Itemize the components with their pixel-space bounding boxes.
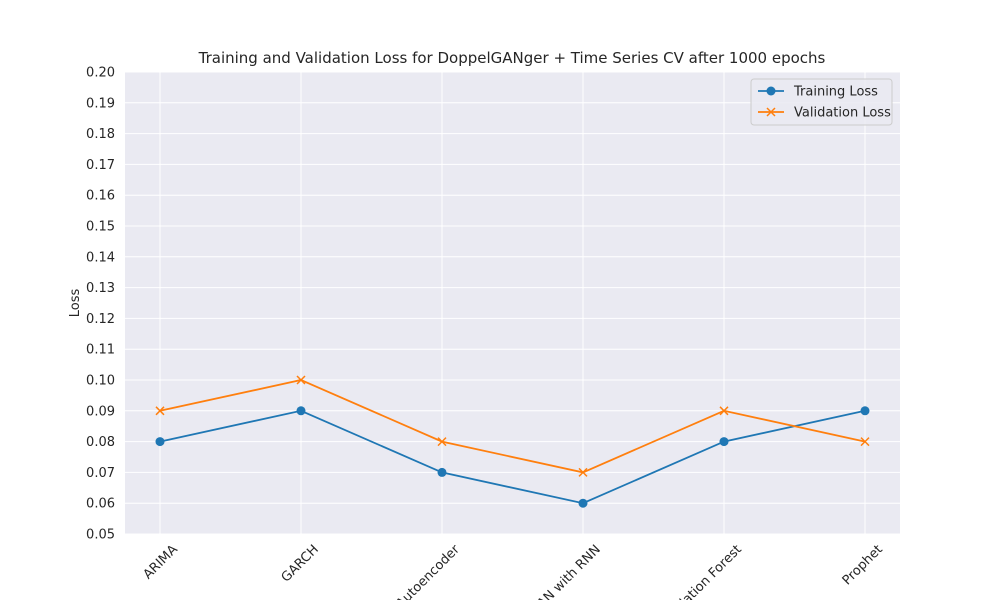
x-tick-label: Prophet <box>840 542 886 588</box>
y-tick-label: 0.10 <box>86 374 115 389</box>
y-tick-label: 0.13 <box>86 281 115 296</box>
y-tick-label: 0.15 <box>86 220 115 235</box>
y-tick-label: 0.17 <box>86 158 115 173</box>
y-tick-label: 0.12 <box>86 312 115 327</box>
series-validation-loss <box>155 375 870 477</box>
data-point <box>719 406 729 416</box>
legend-label: Validation Loss <box>794 106 891 121</box>
x-tick-label: GAN with RNN <box>527 542 603 600</box>
data-point <box>155 437 165 447</box>
series-training-loss <box>155 406 870 508</box>
legend-marker <box>766 107 776 117</box>
y-tick-label: 0.09 <box>86 404 115 419</box>
legend-marker <box>766 86 776 96</box>
data-point <box>296 406 306 416</box>
legend-entry: Validation Loss <box>758 106 891 121</box>
data-point <box>860 437 870 447</box>
y-tick-label: 0.07 <box>86 466 115 481</box>
x-tick-label: Isolation Forest <box>664 542 745 600</box>
data-point <box>296 375 306 385</box>
series-lines <box>155 375 870 508</box>
y-tick-label: 0.16 <box>86 189 115 204</box>
y-tick-label: 0.08 <box>86 435 115 450</box>
y-tick-label: 0.06 <box>86 497 115 512</box>
y-axis-label: Loss <box>68 289 83 318</box>
legend-entry: Training Loss <box>758 85 878 100</box>
chart-title: Training and Validation Loss for DoppelG… <box>198 49 826 67</box>
y-tick-labels: 0.05 0.06 0.07 0.08 0.09 0.10 0.11 0.12 0.13 0.14… <box>86 66 115 543</box>
grid-lines <box>125 71 900 535</box>
x-tick-label: GARCH <box>279 542 322 585</box>
data-point <box>437 467 447 477</box>
legend-label: Training Loss <box>793 85 878 100</box>
y-tick-label: 0.14 <box>86 250 115 265</box>
data-point <box>719 437 729 447</box>
y-tick-label: 0.05 <box>86 528 115 543</box>
data-point <box>437 437 447 447</box>
data-point <box>155 406 165 416</box>
x-tick-label: ARIMA <box>141 542 181 582</box>
series-line <box>159 379 866 474</box>
y-tick-label: 0.20 <box>86 66 115 81</box>
y-tick-label: 0.18 <box>86 127 115 142</box>
data-point <box>860 406 870 416</box>
data-point <box>578 467 588 477</box>
series-line <box>159 409 866 505</box>
x-tick-label: Autoencoder <box>393 542 463 600</box>
y-tick-label: 0.19 <box>86 96 115 111</box>
plot-background <box>125 72 900 534</box>
legend-box <box>750 78 893 126</box>
legend: Training Loss Validation Loss <box>750 78 893 126</box>
data-point <box>578 498 588 508</box>
x-tick-labels: ARIMA GARCH Autoencoder GAN with RNN Isolati… <box>141 542 886 600</box>
y-tick-label: 0.11 <box>86 343 115 358</box>
